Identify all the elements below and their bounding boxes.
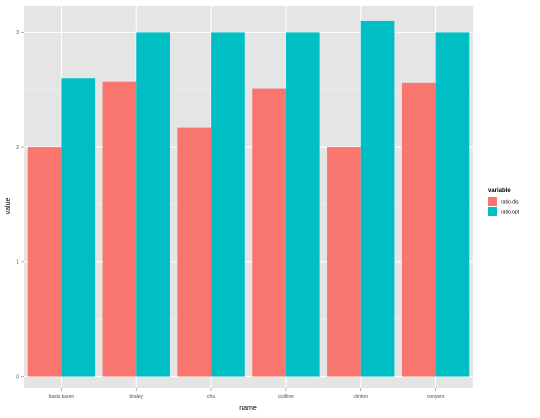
x-tick-label: chu xyxy=(207,394,215,400)
y-axis-title: value xyxy=(5,198,12,215)
bar-ratio-opt-chu xyxy=(211,32,245,377)
x-tick-label: cicilline xyxy=(278,394,294,400)
bar-ratio-opt-braley xyxy=(136,32,170,377)
bar-ratio-opt-conyers xyxy=(435,32,470,377)
legend-key-ratio-opt xyxy=(488,207,497,216)
y-tick-label: 2 xyxy=(16,145,19,151)
bar-ratio-opt-clinton xyxy=(360,20,395,377)
bars xyxy=(27,20,470,377)
y-tick-label: 1 xyxy=(16,260,19,266)
x-tick-label: basis.karen xyxy=(49,394,75,400)
bar-ratio-opt-basis-karen xyxy=(61,78,96,377)
legend: variable ratio.dis ratio.opt xyxy=(488,188,520,216)
x-axis: basis.karen braley chu cicilline clinton cony… xyxy=(49,388,445,400)
bar-ratio-dis-conyers xyxy=(401,82,436,377)
legend-key-ratio-dis xyxy=(488,197,497,206)
y-tick-label: 0 xyxy=(16,374,19,380)
bar-ratio-dis-cicilline xyxy=(252,88,286,377)
legend-title: variable xyxy=(488,188,511,194)
bar-ratio-dis-clinton xyxy=(327,147,361,377)
x-tick-label: clinton xyxy=(354,394,369,400)
x-tick-label: conyers xyxy=(427,394,445,400)
x-axis-title: name xyxy=(239,405,257,412)
bar-ratio-opt-cicilline xyxy=(285,32,320,377)
plot-panel xyxy=(24,6,473,388)
legend-label-ratio-opt: ratio.opt xyxy=(501,210,520,216)
bar-ratio-dis-braley xyxy=(102,81,137,377)
y-tick-label: 3 xyxy=(16,30,19,36)
bar-ratio-dis-basis-karen xyxy=(27,147,62,377)
legend-label-ratio-dis: ratio.dis xyxy=(501,200,519,206)
x-tick-label: braley xyxy=(129,394,143,400)
y-axis: 0 1 2 3 xyxy=(16,30,24,380)
bar-ratio-dis-chu xyxy=(177,127,212,377)
